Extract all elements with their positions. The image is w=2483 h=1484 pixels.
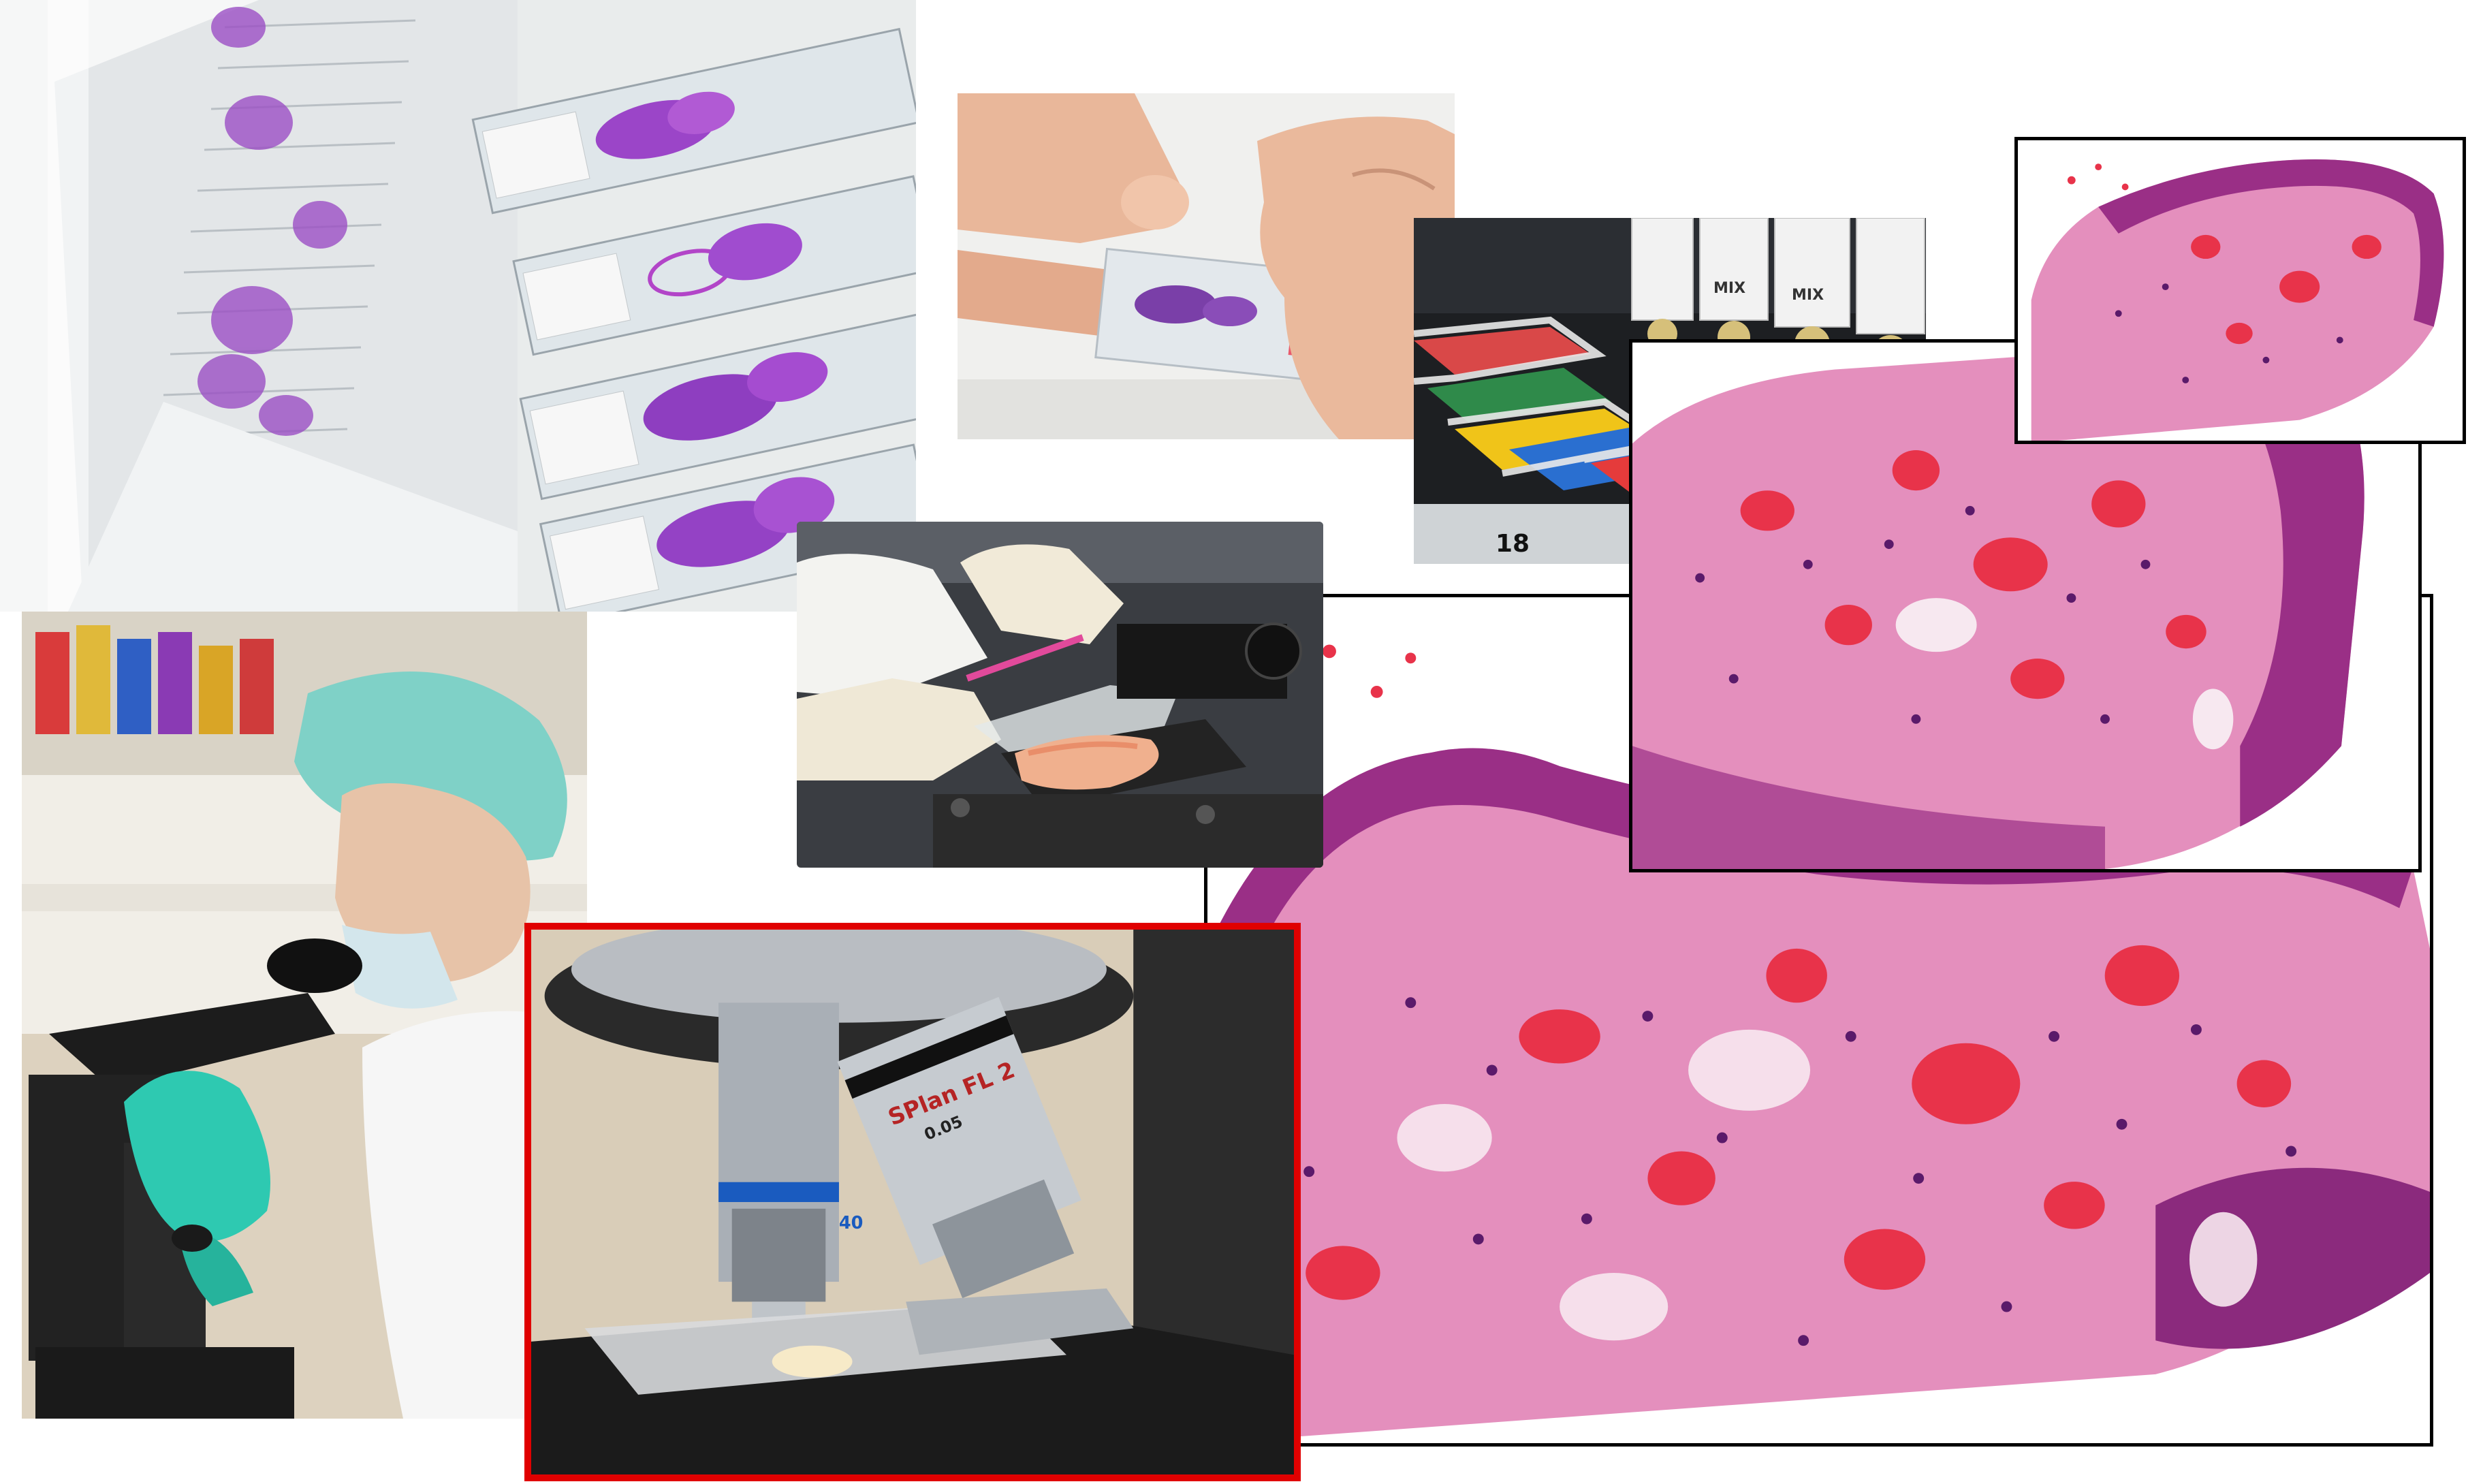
stainer-mix-label-2: MIX: [1792, 287, 1824, 304]
objective-magnification-label: 40: [839, 1213, 864, 1233]
stainer-rack-number: 18: [1496, 530, 1530, 558]
stained-slides-tray-photo: [0, 0, 916, 612]
coverslip-application-photo: [958, 93, 1455, 439]
researcher-at-microscope-photo: [22, 612, 587, 1419]
microscope-objective-closeup-photo: 40 SPlan FL 2 0.05: [524, 923, 1301, 1481]
stainer-mix-label: MIX: [1713, 280, 1745, 297]
he-micrograph-small: [2014, 137, 2466, 444]
microtome-sectioning-photo: [797, 522, 1323, 868]
